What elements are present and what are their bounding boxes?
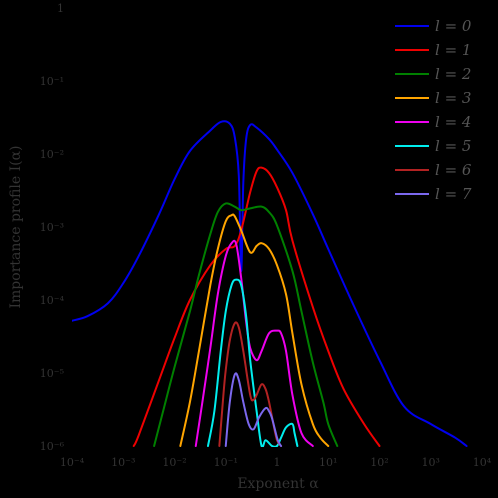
x-tick-label: 10¹: [319, 456, 337, 469]
legend-label: l = 0: [435, 17, 472, 35]
legend-label: l = 2: [435, 65, 471, 83]
x-tick-label: 10⁻²: [162, 456, 186, 469]
x-tick-label: 1: [274, 456, 281, 469]
legend-label: l = 4: [435, 113, 471, 131]
series-line-l4: [194, 239, 314, 447]
legend-label: l = 7: [435, 185, 472, 203]
x-tick-label: 10²: [370, 456, 388, 469]
legend-label: l = 1: [435, 41, 471, 59]
series-line-l0: [72, 120, 468, 447]
x-tick-label: 10⁻⁴: [60, 456, 85, 469]
x-tick-label: 10⁻¹: [214, 456, 238, 469]
y-tick-label: 10⁻⁶: [40, 440, 65, 453]
y-tick-label: 1: [57, 2, 64, 15]
y-axis-title: Importance profile I(α): [8, 146, 24, 309]
series-line-l3: [179, 213, 330, 447]
legend-label: l = 3: [435, 89, 471, 107]
series-line-l1: [132, 166, 381, 447]
y-tick-label: 10⁻³: [40, 221, 64, 234]
series-line-l5: [206, 278, 299, 447]
x-tick-label: 10⁴: [473, 456, 492, 469]
y-tick-label: 10⁻²: [40, 148, 64, 161]
y-tick-label: 10⁻¹: [40, 75, 64, 88]
legend-label: l = 5: [435, 137, 471, 155]
legend-label: l = 6: [435, 161, 472, 179]
series-line-l2: [153, 202, 339, 447]
legend: l = 0 l = 1 l = 2 l = 3 l = 4 l = 5 l = 6 l = 7: [395, 17, 472, 203]
x-tick-label: 10⁻³: [111, 456, 135, 469]
y-tick-label: 10⁻⁴: [40, 294, 65, 307]
series-lines: [72, 120, 468, 447]
x-tick-label: 10³: [422, 456, 440, 469]
series-line-l6: [218, 321, 283, 447]
axis-ticks: 10⁻⁴ 10⁻³ 10⁻² 10⁻¹ 1 10¹ 10² 10³ 10⁴ 10⁻⁶ 10⁻⁵ 10⁻…: [40, 2, 492, 469]
series-line-l7: [224, 372, 283, 447]
y-tick-label: 10⁻⁵: [40, 367, 64, 380]
x-axis-title: Exponent α: [237, 476, 319, 492]
